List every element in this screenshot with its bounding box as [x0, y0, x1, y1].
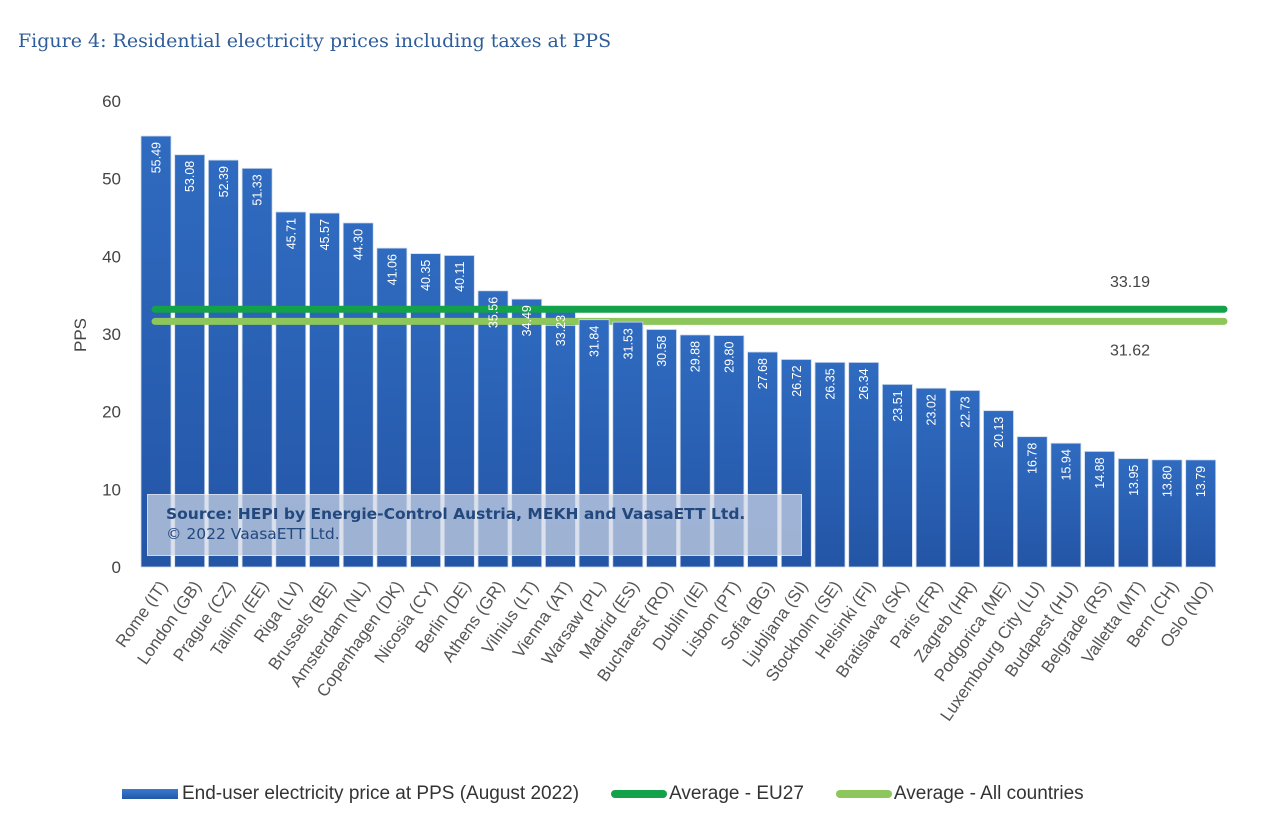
average-eu27-label: 33.19: [1110, 274, 1150, 291]
bar-value-label: 45.57: [318, 219, 332, 250]
legend-swatch-eu27: [611, 790, 668, 798]
bar-value-label: 26.72: [790, 365, 804, 396]
bar-value-label: 26.35: [824, 368, 838, 399]
bar-value-label: 40.11: [453, 261, 467, 291]
bar: [915, 387, 947, 568]
legend-item-price: End-user electricity price at PPS (Augus…: [122, 783, 579, 805]
bar-value-label: 16.78: [1026, 443, 1040, 474]
bar-value-label: 30.58: [655, 335, 669, 366]
bar-value-label: 44.30: [352, 229, 366, 260]
bar-value-label: 13.95: [1127, 465, 1141, 496]
bar: [1185, 459, 1217, 568]
legend-label: Average - All countries: [893, 783, 1084, 804]
bar-value-label: 14.88: [1093, 457, 1107, 488]
bar-value-label: 40.35: [419, 260, 433, 291]
bar-value-label: 15.94: [1059, 449, 1073, 480]
legend-item-eu27: Average - EU27: [611, 783, 804, 805]
bar: [1117, 458, 1149, 568]
bar-value-label: 52.39: [217, 166, 231, 197]
legend-swatch-bar: [122, 789, 178, 799]
y-axis-label: PPS: [71, 318, 90, 352]
bar: [814, 361, 846, 568]
y-tick-label: 0: [112, 558, 121, 577]
bar: [1151, 459, 1183, 568]
legend-swatch-all: [835, 790, 892, 798]
bar: [949, 390, 981, 568]
bar: [1084, 451, 1115, 568]
legend: End-user electricity price at PPS (Augus…: [122, 783, 1116, 805]
legend-label: Average - EU27: [669, 783, 804, 804]
bar-value-label: 23.51: [891, 390, 905, 421]
bar-value-label: 20.13: [992, 417, 1006, 448]
bar-value-label: 13.80: [1161, 466, 1175, 497]
bar: [1050, 442, 1082, 568]
bar-value-label: 13.79: [1194, 466, 1208, 497]
bar-value-label: 29.88: [689, 341, 703, 372]
bar-value-label: 26.34: [857, 368, 871, 399]
bar: [1016, 436, 1048, 568]
source-text: Source: HEPI by Energie-Control Austria,…: [166, 505, 746, 523]
bar-value-label: 29.80: [722, 342, 736, 373]
y-tick-label: 50: [102, 170, 121, 189]
y-tick-label: 20: [102, 403, 121, 422]
legend-item-all: Average - All countries: [835, 783, 1084, 805]
y-tick-label: 10: [102, 480, 121, 499]
bar-value-label: 55.49: [150, 142, 164, 173]
bar-value-label: 41.06: [385, 254, 399, 285]
y-axis: 0 10 20 30 40 50 60: [102, 92, 121, 577]
value-labels: 55.49 53.08 52.39 51.33 45.71 45.57 44.30 41.06…: [150, 142, 1209, 497]
category-labels: Rome (IT)London (GB)Prague (CZ)Tallinn (…: [112, 577, 1216, 724]
bar-value-label: 31.84: [588, 326, 602, 357]
y-tick-label: 60: [102, 92, 121, 111]
average-labels: 33.19 31.62: [1110, 274, 1150, 359]
figure-title: Figure 4: Residential electricity prices…: [18, 30, 612, 52]
bar-value-label: 22.73: [958, 396, 972, 427]
bar-value-label: 51.33: [251, 174, 265, 205]
copyright-text: © 2022 VaasaETT Ltd.: [166, 525, 340, 543]
bar-value-label: 53.08: [183, 161, 197, 192]
bar-value-label: 33.23: [554, 315, 568, 346]
bar-value-label: 23.02: [925, 394, 939, 425]
y-tick-label: 40: [102, 247, 121, 266]
bar-value-label: 31.53: [621, 328, 635, 359]
y-tick-label: 30: [102, 325, 121, 344]
bar-value-label: 27.68: [756, 358, 770, 389]
average-all-label: 31.62: [1110, 342, 1150, 359]
bar: [848, 362, 880, 568]
bar: [882, 384, 913, 568]
bar-value-label: 35.56: [487, 297, 501, 328]
bar: [983, 410, 1014, 568]
bar-value-label: 34.49: [520, 305, 534, 336]
bar-value-label: 45.71: [284, 218, 298, 249]
source-note: Source: HEPI by Energie-Control Austria,…: [147, 494, 802, 556]
legend-label: End-user electricity price at PPS (Augus…: [182, 783, 580, 804]
